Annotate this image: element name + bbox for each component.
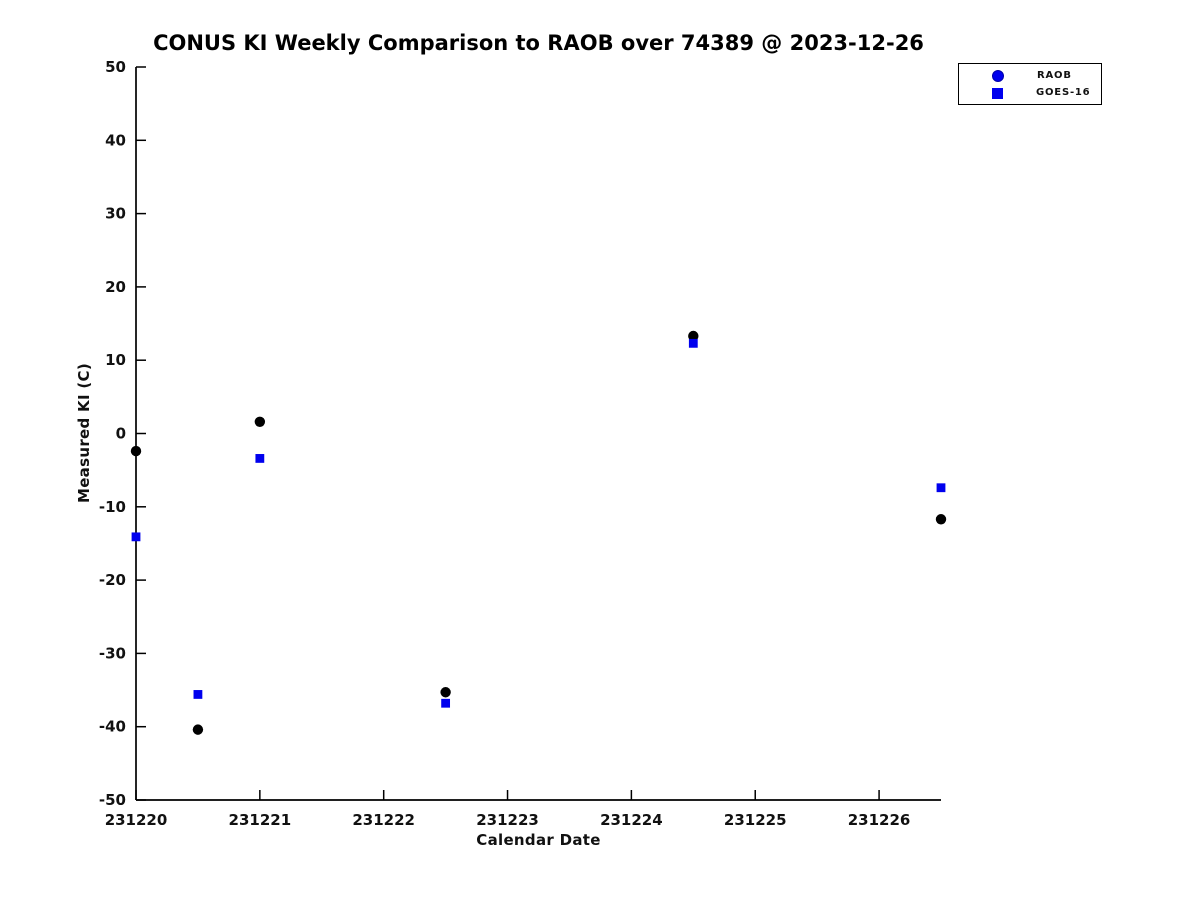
chart-title: CONUS KI Weekly Comparison to RAOB over … <box>153 31 924 55</box>
y-tick-label: 30 <box>105 205 126 223</box>
goes16-square-marker-icon <box>992 87 1003 99</box>
y-tick-label: -40 <box>99 718 126 736</box>
goes16-data-point <box>688 338 698 348</box>
legend-label-goes16: GOES-16 <box>1036 87 1091 98</box>
y-tick-label: 20 <box>105 278 126 296</box>
raob-data-point <box>254 416 266 427</box>
x-tick-label: 231225 <box>724 811 787 829</box>
y-tick-label: 0 <box>116 425 126 443</box>
raob-circle-marker-icon <box>992 69 1004 82</box>
y-tick-label: 50 <box>105 58 126 76</box>
y-tick-label: -20 <box>99 571 126 589</box>
y-tick-label: 40 <box>105 131 126 149</box>
y-tick-label: -50 <box>99 791 126 809</box>
x-tick-label: 231226 <box>848 811 911 829</box>
goes16-data-point <box>441 698 451 708</box>
raob-data-point <box>440 687 451 698</box>
y-axis-label: Measured KI (C) <box>75 363 93 504</box>
x-tick-label: 231223 <box>476 811 539 829</box>
x-tick-label: 231221 <box>229 811 292 829</box>
y-tick-label: -30 <box>99 644 126 662</box>
y-tick-label: -10 <box>99 498 126 516</box>
x-tick-label: 231222 <box>352 811 415 829</box>
raob-data-point <box>688 330 699 342</box>
raob-data-point <box>130 445 142 457</box>
goes16-data-point <box>255 454 265 463</box>
goes16-data-point <box>193 690 203 699</box>
legend-label-raob: RAOB <box>1037 70 1072 81</box>
y-tick-label: 10 <box>105 351 126 369</box>
x-tick-label: 231224 <box>600 811 663 829</box>
raob-data-point <box>192 724 204 735</box>
x-axis-label: Calendar Date <box>476 831 601 849</box>
raob-data-point <box>935 514 947 525</box>
legend-entry-raob: RAOB <box>959 69 1101 83</box>
x-tick-label: 231220 <box>105 811 168 829</box>
goes16-data-point <box>936 483 946 493</box>
legend-entry-goes16: GOES-16 <box>959 86 1101 100</box>
goes16-data-point <box>131 532 141 542</box>
legend: RAOB GOES-16 <box>958 63 1102 105</box>
